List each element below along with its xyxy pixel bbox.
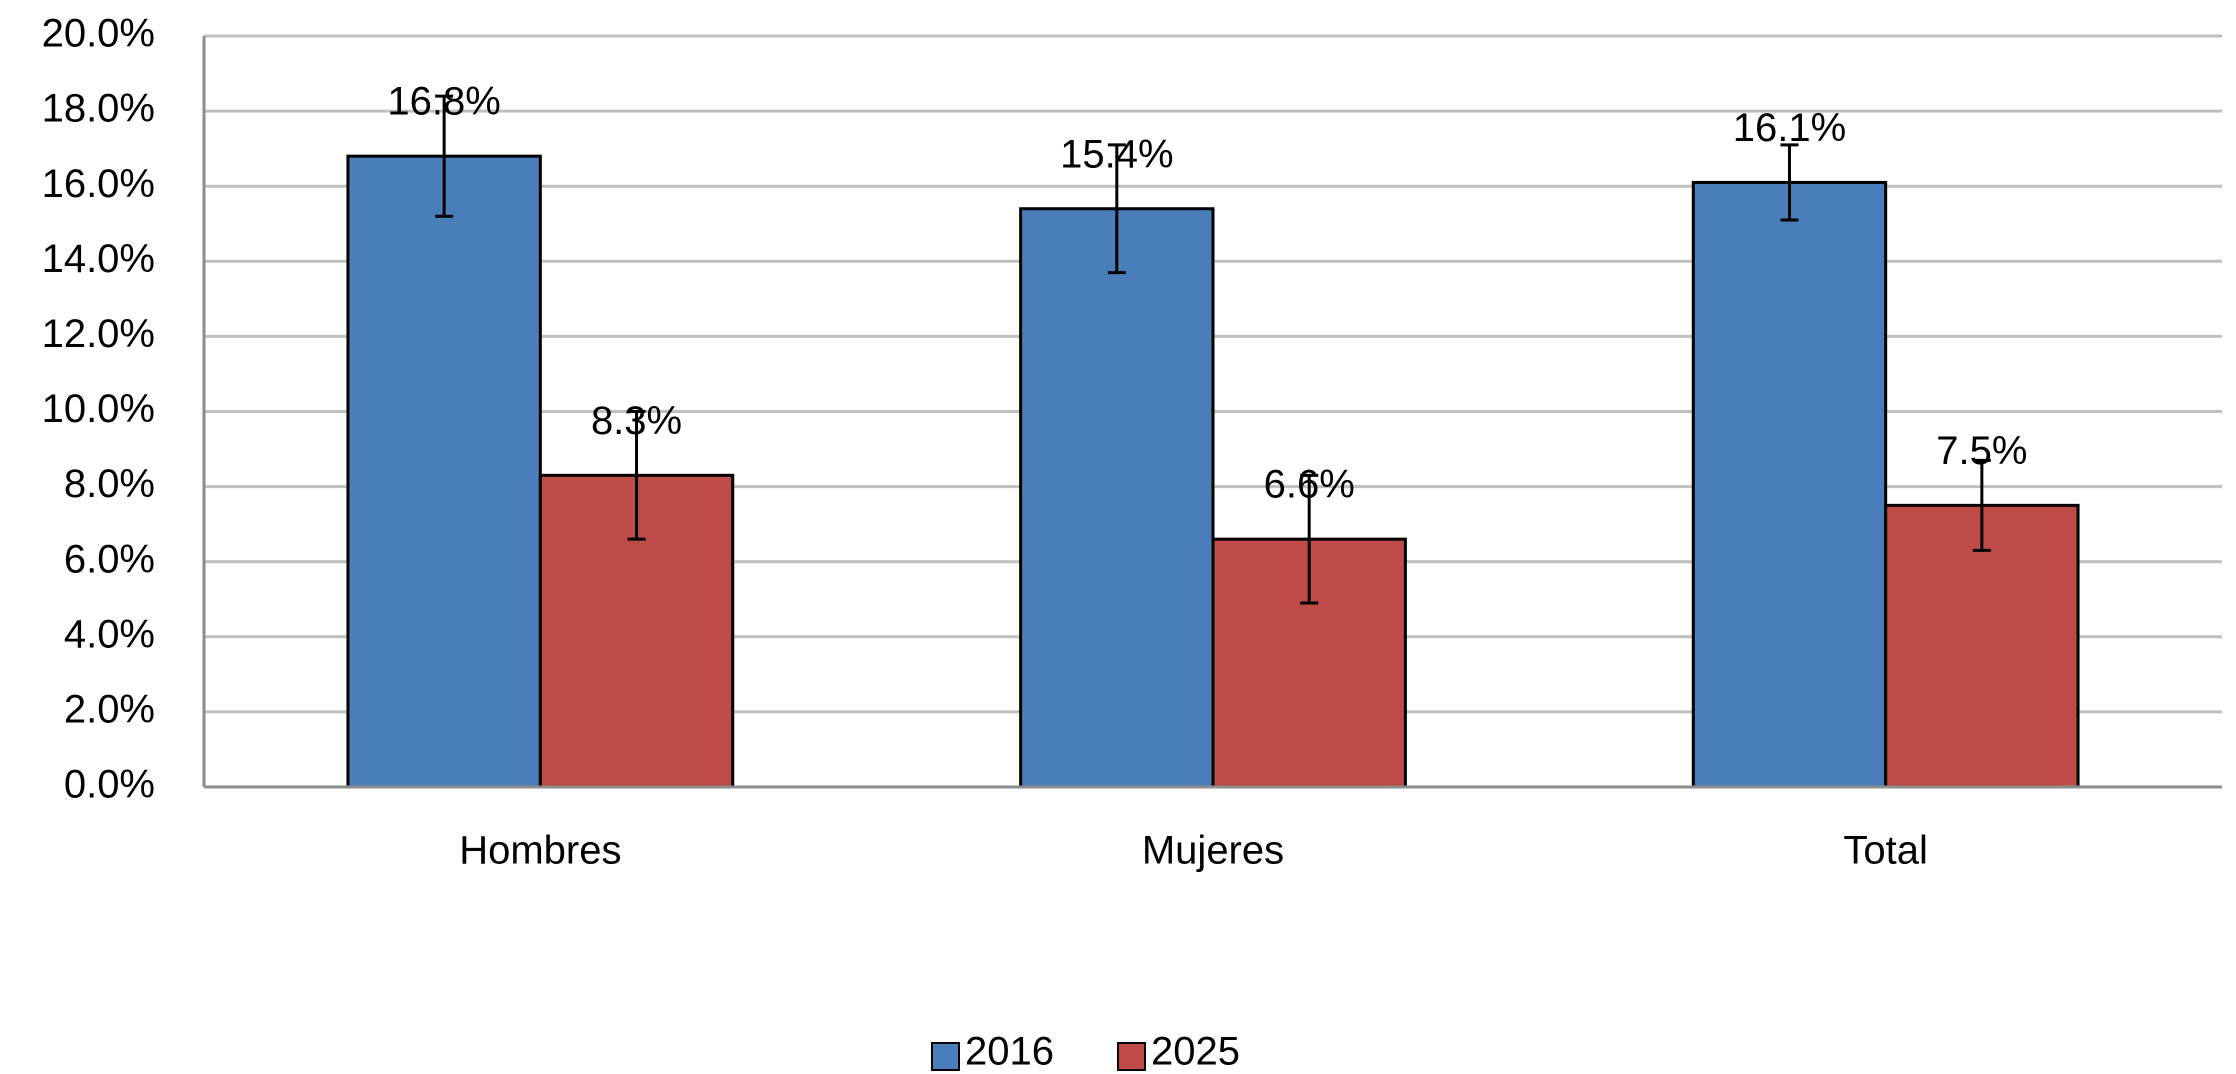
bar [1019, 207, 1215, 789]
bar [1884, 503, 2080, 789]
data-label: 16.8% [387, 80, 500, 124]
data-label: 16.1% [1733, 106, 1846, 150]
x-tick-label: Total [1843, 829, 1928, 873]
y-tick-label: 20.0% [42, 12, 155, 56]
y-tick-label: 16.0% [42, 162, 155, 206]
y-tick-label: 8.0% [64, 462, 155, 506]
x-tick-label: Mujeres [1142, 829, 1284, 873]
error-bar [1780, 143, 1799, 222]
error-bar [1972, 458, 1991, 552]
y-tick-label: 6.0% [64, 537, 155, 581]
bar [346, 154, 542, 789]
y-tick-label: 14.0% [42, 237, 155, 281]
y-tick-label: 12.0% [42, 312, 155, 356]
data-label: 8.3% [591, 399, 682, 443]
error-bar [435, 94, 454, 218]
legend-label: 2025 [1151, 1030, 1240, 1074]
data-label: 15.4% [1060, 132, 1173, 176]
y-tick-label: 18.0% [42, 87, 155, 131]
legend-label: 2016 [965, 1030, 1054, 1074]
y-tick-label: 0.0% [64, 763, 155, 807]
y-tick-label: 10.0% [42, 387, 155, 431]
y-tick-label: 2.0% [64, 687, 155, 731]
y-tick-label: 4.0% [64, 612, 155, 656]
error-bar [1300, 473, 1319, 605]
error-bar [627, 410, 646, 541]
data-label: 7.5% [1936, 429, 2027, 473]
error-bar [1107, 143, 1126, 275]
legend-swatch [931, 1042, 960, 1071]
data-label: 6.6% [1264, 463, 1355, 507]
x-tick-label: Hombres [459, 829, 621, 873]
legend-swatch [1117, 1042, 1146, 1071]
bar [1691, 180, 1888, 789]
